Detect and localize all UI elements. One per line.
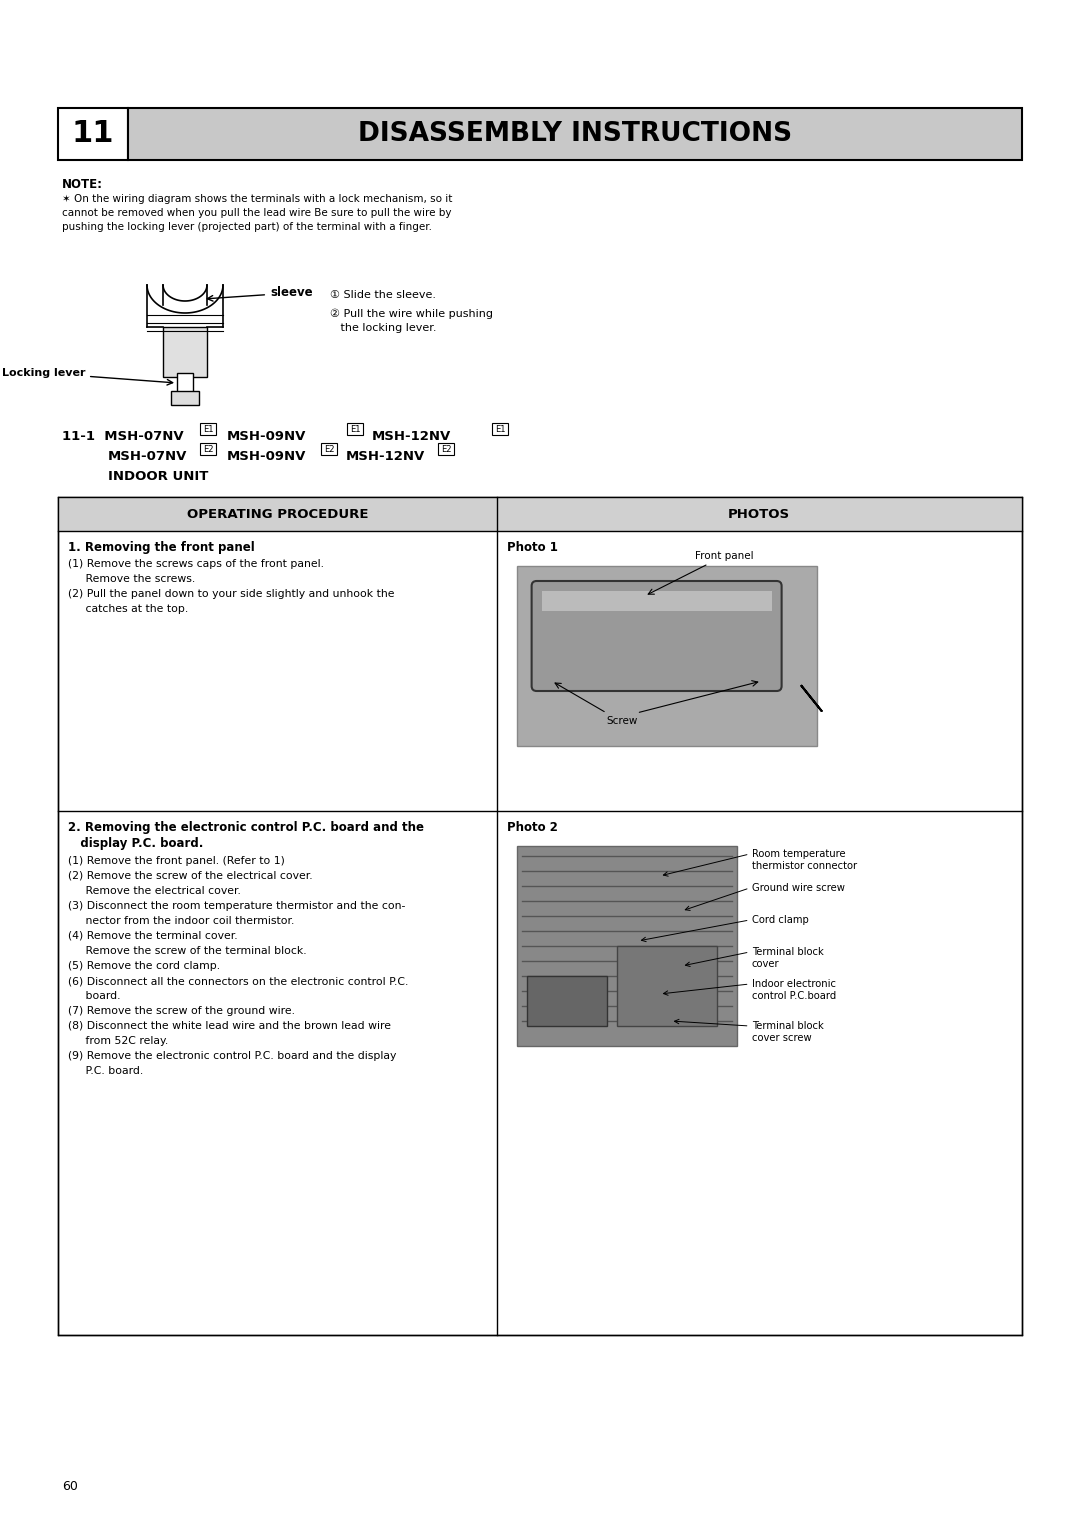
Text: E2: E2: [203, 444, 213, 453]
Text: (2) Remove the screw of the electrical cover.: (2) Remove the screw of the electrical c…: [68, 871, 312, 880]
Text: Terminal block
cover screw: Terminal block cover screw: [752, 1021, 823, 1044]
Text: Photo 2: Photo 2: [507, 821, 557, 834]
Bar: [58, 498, 1022, 1335]
Text: Ground wire screw: Ground wire screw: [752, 883, 845, 893]
Text: MSH-12NV: MSH-12NV: [372, 430, 451, 442]
Text: MSH-07NV: MSH-07NV: [108, 450, 187, 462]
Text: Terminal block
cover: Terminal block cover: [752, 948, 823, 969]
Bar: [617, 946, 717, 1026]
Text: ✶ On the wiring diagram shows the terminals with a lock mechanism, so it
cannot : ✶ On the wiring diagram shows the termin…: [62, 194, 453, 233]
Text: 1. Removing the front panel: 1. Removing the front panel: [68, 540, 255, 554]
Text: Indoor electronic
control P.C.board: Indoor electronic control P.C.board: [752, 978, 836, 1001]
Bar: [200, 423, 216, 435]
Bar: [516, 847, 737, 1046]
Text: P.C. board.: P.C. board.: [68, 1066, 144, 1076]
Bar: [163, 328, 207, 377]
Text: PHOTOS: PHOTOS: [728, 507, 791, 521]
Text: (9) Remove the electronic control P.C. board and the display: (9) Remove the electronic control P.C. b…: [68, 1050, 396, 1061]
Bar: [542, 591, 771, 611]
Text: board.: board.: [68, 991, 121, 1001]
Text: INDOOR UNIT: INDOOR UNIT: [108, 470, 208, 482]
Text: Remove the electrical cover.: Remove the electrical cover.: [68, 886, 241, 896]
Text: (5) Remove the cord clamp.: (5) Remove the cord clamp.: [68, 961, 220, 971]
Text: (2) Pull the panel down to your side slightly and unhook the: (2) Pull the panel down to your side sli…: [68, 589, 394, 599]
Bar: [58, 498, 497, 531]
Text: Remove the screw of the terminal block.: Remove the screw of the terminal block.: [68, 946, 307, 955]
Bar: [438, 442, 454, 455]
Text: (1) Remove the front panel. (Refer to 1): (1) Remove the front panel. (Refer to 1): [68, 856, 285, 867]
Text: (8) Disconnect the white lead wire and the brown lead wire: (8) Disconnect the white lead wire and t…: [68, 1021, 391, 1030]
Bar: [347, 423, 363, 435]
Text: sleeve: sleeve: [207, 286, 312, 302]
Text: E1: E1: [203, 424, 213, 433]
Bar: [58, 109, 129, 161]
Text: E2: E2: [324, 444, 334, 453]
Text: E1: E1: [350, 424, 361, 433]
Text: Cord clamp: Cord clamp: [752, 916, 808, 925]
Bar: [527, 975, 607, 1026]
Text: display P.C. board.: display P.C. board.: [68, 837, 203, 850]
Text: Front panel: Front panel: [648, 551, 753, 594]
Bar: [516, 566, 816, 746]
Text: nector from the indoor coil thermistor.: nector from the indoor coil thermistor.: [68, 916, 295, 926]
Bar: [492, 423, 508, 435]
Bar: [200, 442, 216, 455]
Text: 60: 60: [62, 1480, 78, 1493]
Bar: [129, 109, 1022, 161]
Text: (3) Disconnect the room temperature thermistor and the con-: (3) Disconnect the room temperature ther…: [68, 902, 405, 911]
Text: ① Slide the sleeve.: ① Slide the sleeve.: [330, 289, 436, 300]
Text: 11: 11: [71, 119, 114, 149]
FancyBboxPatch shape: [531, 580, 782, 690]
Text: from 52C relay.: from 52C relay.: [68, 1036, 168, 1046]
Text: Remove the screws.: Remove the screws.: [68, 574, 195, 583]
Bar: [321, 442, 337, 455]
Text: NOTE:: NOTE:: [62, 178, 103, 191]
Text: 11-1  MSH-07NV: 11-1 MSH-07NV: [62, 430, 184, 442]
Text: (7) Remove the screw of the ground wire.: (7) Remove the screw of the ground wire.: [68, 1006, 295, 1017]
Text: Photo 1: Photo 1: [507, 540, 557, 554]
Text: E1: E1: [495, 424, 505, 433]
Text: (1) Remove the screws caps of the front panel.: (1) Remove the screws caps of the front …: [68, 559, 324, 570]
Text: Locking lever: Locking lever: [1, 367, 173, 384]
Bar: [497, 498, 1022, 531]
Text: MSH-09NV: MSH-09NV: [227, 450, 307, 462]
Text: Room temperature
thermistor connector: Room temperature thermistor connector: [752, 850, 856, 871]
Text: OPERATING PROCEDURE: OPERATING PROCEDURE: [187, 507, 368, 521]
Text: Screw: Screw: [606, 717, 637, 726]
Text: catches at the top.: catches at the top.: [68, 605, 188, 614]
Text: MSH-12NV: MSH-12NV: [346, 450, 426, 462]
Text: MSH-09NV: MSH-09NV: [227, 430, 307, 442]
Bar: [177, 374, 193, 395]
Bar: [171, 390, 199, 406]
Text: (4) Remove the terminal cover.: (4) Remove the terminal cover.: [68, 931, 238, 942]
Text: ② Pull the wire while pushing
   the locking lever.: ② Pull the wire while pushing the lockin…: [330, 309, 492, 334]
Text: DISASSEMBLY INSTRUCTIONS: DISASSEMBLY INSTRUCTIONS: [357, 121, 792, 147]
Text: (6) Disconnect all the connectors on the electronic control P.C.: (6) Disconnect all the connectors on the…: [68, 975, 408, 986]
Text: E2: E2: [441, 444, 451, 453]
Text: 2. Removing the electronic control P.C. board and the: 2. Removing the electronic control P.C. …: [68, 821, 424, 834]
